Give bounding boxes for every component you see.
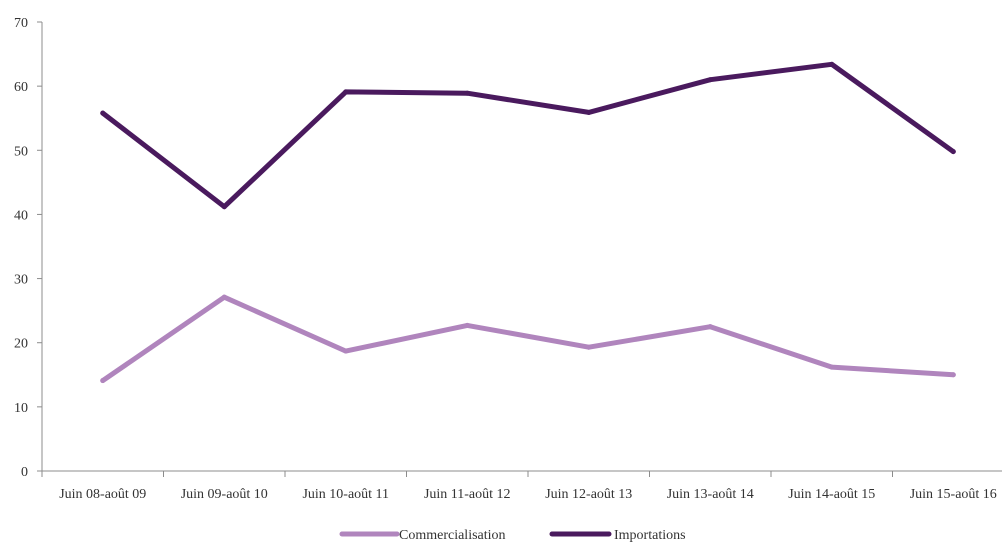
x-tick-label: Juin 10-août 11 — [302, 487, 389, 502]
data-point-importations — [100, 110, 106, 116]
x-tick-label: Juin 15-août 16 — [910, 487, 997, 502]
data-point-commercialisation — [950, 372, 956, 378]
data-point-commercialisation — [464, 322, 470, 328]
chart-legend: Commercialisation Importations — [339, 528, 686, 543]
y-tick-label: 10 — [14, 401, 28, 416]
data-point-importations — [950, 149, 956, 155]
y-tick-label: 20 — [14, 337, 28, 352]
chart-axes — [41, 22, 1002, 472]
data-point-commercialisation — [100, 378, 106, 384]
y-tick-label: 30 — [14, 273, 28, 288]
y-tick-label: 70 — [14, 16, 28, 31]
y-axis-ticks: 0 10 20 30 40 50 60 70 — [14, 16, 42, 480]
series-line-commercialisation — [100, 294, 956, 384]
data-point-commercialisation — [829, 364, 835, 370]
legend-label-importations: Importations — [614, 528, 686, 543]
x-tick-label: Juin 12-août 13 — [545, 487, 632, 502]
y-tick-label: 50 — [14, 144, 28, 159]
chart-series — [100, 61, 956, 384]
x-tick-label: Juin 11-août 12 — [424, 487, 511, 502]
data-point-commercialisation — [707, 324, 713, 330]
x-tick-label: Juin 14-août 15 — [788, 487, 875, 502]
data-point-importations — [707, 77, 713, 83]
series-line-importations — [100, 61, 956, 210]
data-point-commercialisation — [586, 344, 592, 350]
y-tick-label: 60 — [14, 80, 28, 95]
data-point-importations — [586, 109, 592, 115]
y-tick-label: 40 — [14, 208, 28, 223]
x-tick-label: Juin 08-août 09 — [59, 487, 146, 502]
y-tick-label: 0 — [21, 465, 28, 480]
data-point-commercialisation — [343, 348, 349, 354]
legend-label-commercialisation: Commercialisation — [399, 528, 506, 543]
data-point-commercialisation — [221, 294, 227, 300]
data-point-importations — [343, 89, 349, 95]
data-point-importations — [464, 90, 470, 96]
x-tick-label: Juin 09-août 10 — [181, 487, 268, 502]
data-point-importations — [221, 204, 227, 210]
x-axis-ticks: Juin 08-août 09 Juin 09-août 10 Juin 10-ao… — [41, 471, 997, 502]
data-point-importations — [829, 61, 835, 67]
x-tick-label: Juin 13-août 14 — [667, 487, 754, 502]
